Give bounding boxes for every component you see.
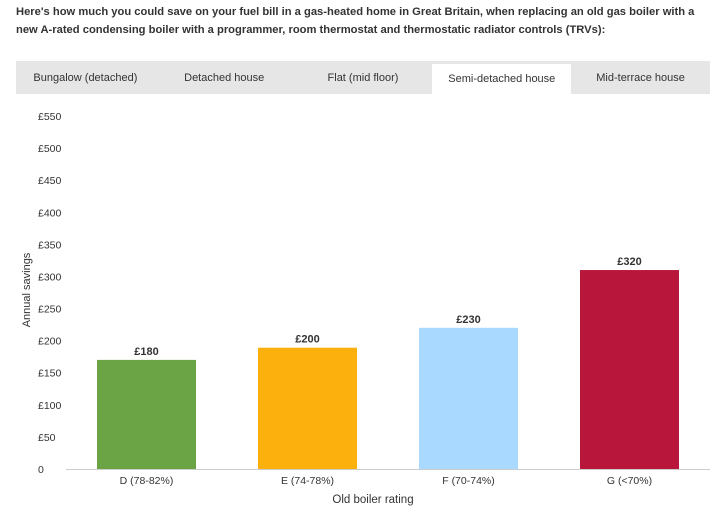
y-tick-label: 0 — [38, 464, 44, 476]
y-tick-label: £150 — [38, 368, 62, 380]
savings-bar-chart: 0 £50 £100 £150 £200 £250 £300 £350 £400 £450 £500… — [21, 111, 710, 506]
data-label: £180 — [134, 346, 158, 358]
bar[interactable] — [97, 359, 196, 469]
bar[interactable] — [580, 270, 679, 469]
bar[interactable] — [258, 347, 357, 469]
y-tick-label: £200 — [38, 336, 62, 348]
bar[interactable] — [419, 327, 518, 469]
x-tick-label: D (78-82%) — [120, 475, 174, 487]
y-tick-label: £500 — [38, 143, 62, 155]
tab-detached-house[interactable]: Detached house — [184, 71, 265, 84]
y-axis: 0 £50 £100 £150 £200 £250 £300 £350 £400 £450 £500… — [38, 111, 62, 476]
y-tick-label: £450 — [38, 175, 62, 187]
y-tick-label: £400 — [38, 207, 62, 219]
x-tick-label: G (<70%) — [607, 475, 652, 487]
x-tick-label: F (70-74%) — [442, 475, 495, 487]
y-tick-label: £100 — [38, 400, 62, 412]
bars: £180 £200 £230 £320 — [97, 256, 679, 469]
intro-text: Here's how much you could save on your f… — [16, 6, 695, 36]
y-axis-title: Annual savings — [21, 252, 33, 327]
y-tick-label: £50 — [38, 432, 56, 444]
tab-semi-detached-house[interactable]: Semi-detached house — [432, 64, 572, 94]
data-label: £230 — [456, 314, 480, 326]
tab-mid-terrace-house[interactable]: Mid-terrace house — [596, 71, 685, 84]
y-tick-label: £250 — [38, 304, 62, 316]
data-label: £200 — [295, 334, 319, 346]
x-axis-title: Old boiler rating — [332, 494, 413, 506]
tab-flat-mid-floor[interactable]: Flat (mid floor) — [327, 71, 399, 84]
tab-bungalow-detached[interactable]: Bungalow (detached) — [33, 71, 138, 84]
y-tick-label: £300 — [38, 271, 62, 283]
x-tick-label: E (74-78%) — [281, 475, 334, 487]
x-axis: D (78-82%) E (74-78%) F (70-74%) G (<70%) — [66, 469, 710, 487]
house-type-tabs: Bungalow (detached) Detached house Flat … — [16, 61, 710, 94]
y-tick-label: £550 — [38, 111, 62, 123]
y-tick-label: £350 — [38, 239, 62, 251]
data-label: £320 — [617, 256, 641, 268]
